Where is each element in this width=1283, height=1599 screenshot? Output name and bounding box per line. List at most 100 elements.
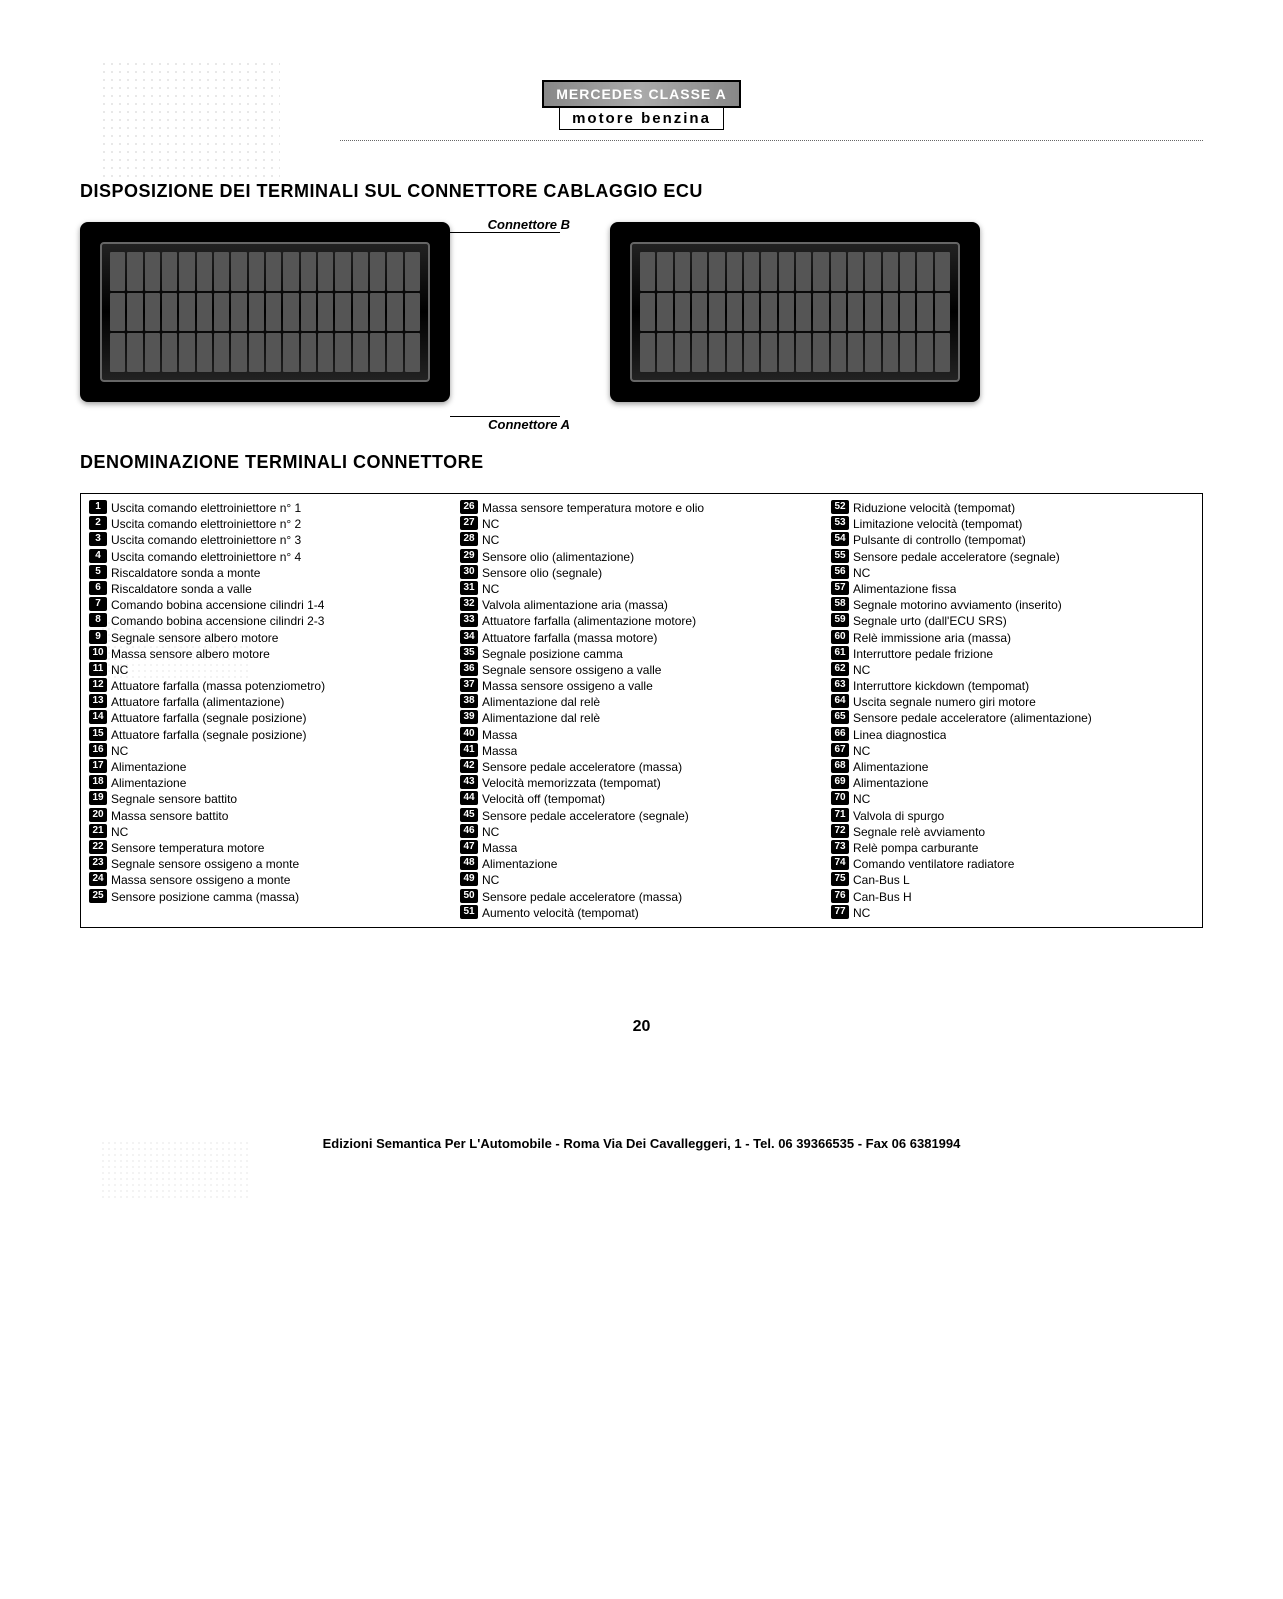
pin-label: NC — [853, 791, 870, 807]
pin-number: 76 — [831, 889, 849, 903]
pin-row: 6Riscaldatore sonda a valle — [89, 581, 452, 597]
pin-row: 77NC — [831, 905, 1194, 921]
pin-label: Pulsante di controllo (tempomat) — [853, 532, 1026, 548]
pin-row: 24Massa sensore ossigeno a monte — [89, 872, 452, 888]
pin-label: Segnale motorino avviamento (inserito) — [853, 597, 1062, 613]
pin-label: Relè immissione aria (massa) — [853, 630, 1011, 646]
pin-row: 61Interruttore pedale frizione — [831, 646, 1194, 662]
pin-row: 49NC — [460, 872, 823, 888]
pin-number: 24 — [89, 872, 107, 886]
pin-number: 50 — [460, 889, 478, 903]
pin-number: 66 — [831, 727, 849, 741]
pin-number: 3 — [89, 532, 107, 546]
pin-label: Attuatore farfalla (alimentazione motore… — [482, 613, 696, 629]
pin-number: 52 — [831, 500, 849, 514]
pin-number: 15 — [89, 727, 107, 741]
pin-label: Alimentazione fissa — [853, 581, 956, 597]
connectors-row: Connettore B Connettore A — [80, 222, 1203, 402]
pin-number: 67 — [831, 743, 849, 757]
pin-row: 32Valvola alimentazione aria (massa) — [460, 597, 823, 613]
pin-row: 37Massa sensore ossigeno a valle — [460, 678, 823, 694]
pin-label: Valvola di spurgo — [853, 808, 944, 824]
pin-row: 20Massa sensore battito — [89, 808, 452, 824]
pin-row: 42Sensore pedale acceleratore (massa) — [460, 759, 823, 775]
pin-label: Velocità memorizzata (tempomat) — [482, 775, 661, 791]
pin-row: 64 Uscita segnale numero giri motore — [831, 694, 1194, 710]
pin-row: 50Sensore pedale acceleratore (massa) — [460, 889, 823, 905]
pin-label: Alimentazione — [853, 775, 928, 791]
pin-number: 42 — [460, 759, 478, 773]
pin-row: 60 Relè immissione aria (massa) — [831, 630, 1194, 646]
pin-row: 46NC — [460, 824, 823, 840]
pin-row: 58Segnale motorino avviamento (inserito) — [831, 597, 1194, 613]
pin-label: Uscita comando elettroiniettore n° 4 — [111, 549, 301, 565]
pin-row: 27NC — [460, 516, 823, 532]
pin-label: Riduzione velocità (tempomat) — [853, 500, 1015, 516]
scan-artifact — [100, 60, 280, 180]
pin-label: Uscita segnale numero giri motore — [853, 694, 1036, 710]
pin-label: Interruttore pedale frizione — [853, 646, 993, 662]
pin-label: Alimentazione — [111, 775, 186, 791]
pin-label: Aumento velocità (tempomat) — [482, 905, 639, 921]
pin-label: Can-Bus H — [853, 889, 912, 905]
pin-label: Attuatore farfalla (massa motore) — [482, 630, 657, 646]
pin-number: 56 — [831, 565, 849, 579]
pin-row: 54Pulsante di controllo (tempomat) — [831, 532, 1194, 548]
pin-row: 17Alimentazione — [89, 759, 452, 775]
pin-label: Sensore pedale acceleratore (segnale) — [853, 549, 1060, 565]
pin-label: Velocità off (tempomat) — [482, 791, 605, 807]
pin-number: 47 — [460, 840, 478, 854]
pin-column-3: 52 Riduzione velocità (tempomat)53Limitaz… — [827, 500, 1198, 921]
pin-row: 62NC — [831, 662, 1194, 678]
pin-row: 66Linea diagnostica — [831, 727, 1194, 743]
pin-label: Uscita comando elettroiniettore n° 3 — [111, 532, 301, 548]
pin-row: 19Segnale sensore battito — [89, 791, 452, 807]
pin-number: 14 — [89, 710, 107, 724]
pin-row: 47Massa — [460, 840, 823, 856]
pin-row: 51Aumento velocità (tempomat) — [460, 905, 823, 921]
pin-number: 4 — [89, 549, 107, 563]
pin-number: 13 — [89, 694, 107, 708]
pin-number: 55 — [831, 549, 849, 563]
connector-b-group — [610, 222, 980, 402]
pin-row: 45Sensore pedale acceleratore (segnale) — [460, 808, 823, 824]
pin-label: Massa — [482, 743, 517, 759]
pin-label: Sensore olio (alimentazione) — [482, 549, 634, 565]
pin-label: Attuatore farfalla (massa potenziometro) — [111, 678, 325, 694]
section-title-terminals: DISPOSIZIONE DEI TERMINALI SUL CONNETTOR… — [80, 181, 1203, 202]
pin-label: Attuatore farfalla (segnale posizione) — [111, 710, 306, 726]
pin-number: 40 — [460, 727, 478, 741]
pin-row: 2Uscita comando elettroiniettore n° 2 — [89, 516, 452, 532]
pin-number: 33 — [460, 613, 478, 627]
pin-label: NC — [853, 743, 870, 759]
pin-number: 32 — [460, 597, 478, 611]
pin-number: 37 — [460, 678, 478, 692]
pin-row: 39Alimentazione dal relè — [460, 710, 823, 726]
pin-label: NC — [482, 824, 499, 840]
pin-number: 25 — [89, 889, 107, 903]
pin-number: 64 — [831, 694, 849, 708]
pin-row: 28NC — [460, 532, 823, 548]
pin-label: Riscaldatore sonda a monte — [111, 565, 260, 581]
pin-row: 53Limitazione velocità (tempomat) — [831, 516, 1194, 532]
pin-label: NC — [853, 905, 870, 921]
pin-number: 48 — [460, 856, 478, 870]
pin-number: 1 — [89, 500, 107, 514]
pin-label: NC — [482, 516, 499, 532]
pin-label: Uscita comando elettroiniettore n° 2 — [111, 516, 301, 532]
pin-row: 33 Attuatore farfalla (alimentazione moto… — [460, 613, 823, 629]
pin-row: 44Velocità off (tempomat) — [460, 791, 823, 807]
pin-label: Sensore pedale acceleratore (alimentazio… — [853, 710, 1092, 726]
pin-row: 41Massa — [460, 743, 823, 759]
label-line-b — [450, 232, 560, 233]
pin-table: 1Uscita comando elettroiniettore n° 12Us… — [80, 493, 1203, 928]
pin-number: 31 — [460, 581, 478, 595]
pin-label: Sensore olio (segnale) — [482, 565, 602, 581]
pin-label: NC — [482, 532, 499, 548]
pin-label: Comando bobina accensione cilindri 1-4 — [111, 597, 324, 613]
pin-number: 62 — [831, 662, 849, 676]
pin-number: 18 — [89, 775, 107, 789]
pin-number: 60 — [831, 630, 849, 644]
pin-number: 36 — [460, 662, 478, 676]
pin-number: 23 — [89, 856, 107, 870]
